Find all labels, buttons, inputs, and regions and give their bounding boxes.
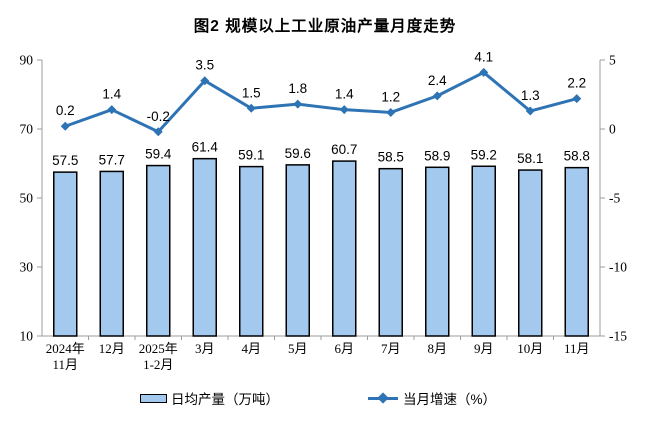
line-point-marker (153, 127, 163, 137)
bar (285, 164, 310, 337)
line-value-label: 2.4 (428, 73, 447, 88)
x-axis-category-label: 4月 (241, 341, 261, 356)
line-value-label: 1.3 (521, 88, 540, 103)
bar (99, 170, 124, 337)
x-axis-category-label: 8月 (427, 341, 447, 356)
line-value-label: -0.2 (147, 109, 170, 124)
line-point-marker (339, 105, 349, 115)
line-value-label: 1.8 (288, 81, 307, 96)
bar (146, 164, 171, 337)
line-value-label: 1.2 (381, 89, 400, 104)
line-value-label: 1.5 (242, 85, 261, 100)
x-axis-category-label: 10月 (517, 341, 543, 356)
bar-value-label: 57.7 (99, 152, 125, 167)
line-point-marker (479, 67, 489, 77)
left-axis-tick-label: 10 (20, 329, 34, 344)
line-point-marker (107, 105, 117, 115)
bar (239, 165, 264, 337)
bar-value-label: 58.8 (564, 149, 590, 164)
bar-value-label: 58.9 (424, 148, 450, 163)
line-value-label: 4.1 (474, 49, 493, 64)
x-axis-category-label: 11月 (564, 341, 590, 356)
left-axis-tick-label: 90 (20, 53, 34, 68)
right-axis-tick-label: -10 (609, 260, 627, 275)
bar-value-label: 60.7 (331, 142, 357, 157)
bar-value-label: 61.4 (192, 140, 219, 155)
line-point-marker (293, 99, 303, 109)
line-point-marker (200, 76, 210, 86)
bar-value-label: 58.1 (517, 151, 543, 166)
bar (564, 166, 589, 337)
line-point-marker (386, 107, 396, 117)
x-axis-category-label: 6月 (334, 341, 354, 356)
bar (425, 166, 450, 337)
line-value-label: 1.4 (335, 87, 354, 102)
line-series-swatch (368, 391, 398, 404)
growth-rate-line (63, 70, 579, 134)
x-axis-category-label: 12月 (99, 341, 125, 356)
bar-value-label: 59.1 (238, 148, 264, 163)
bar-value-label: 57.5 (52, 153, 78, 168)
bar (518, 169, 543, 337)
x-axis-category-label: 3月 (195, 341, 215, 356)
line-point-marker (432, 91, 442, 101)
right-axis-tick-label: 0 (609, 122, 616, 137)
line-point-marker (572, 94, 582, 104)
bar-series-label: 日均产量（万吨） (171, 392, 279, 407)
bar-value-label: 59.6 (285, 146, 311, 161)
bar (378, 167, 403, 337)
x-axis-category-label: 7月 (381, 341, 401, 356)
x-axis-category-label: 2025年 1-2月 (139, 341, 178, 372)
bar (53, 171, 78, 337)
legend: 日均产量（万吨） 当月增速（%） (0, 386, 650, 412)
bar-value-label: 59.4 (145, 147, 172, 162)
left-axis-tick-label: 50 (20, 191, 34, 206)
bar (471, 165, 496, 337)
bar-value-label: 58.5 (378, 150, 404, 165)
legend-item-bar-series: 日均产量（万吨） (140, 388, 279, 408)
x-axis-category-label: 9月 (474, 341, 494, 356)
bar (332, 160, 357, 337)
bar-value-label: 59.2 (471, 147, 497, 162)
diamond-marker-icon (377, 391, 389, 404)
left-axis-tick-label: 70 (20, 122, 34, 137)
line-value-label: 3.5 (195, 58, 214, 73)
right-axis-tick-label: 5 (609, 53, 616, 68)
x-axis-category-label: 5月 (288, 341, 308, 356)
line-point-marker (525, 106, 535, 116)
legend-item-line-series: 当月增速（%） (368, 388, 496, 408)
line-value-label: 1.4 (102, 87, 121, 102)
right-axis-tick-label: -15 (609, 329, 627, 344)
line-point-marker (60, 121, 70, 131)
left-axis-tick-label: 30 (20, 260, 34, 275)
line-series-label: 当月增速（%） (403, 392, 497, 407)
right-axis-tick-label: -5 (609, 191, 620, 206)
line-value-label: 0.2 (56, 103, 75, 118)
chart-title: 图2 规模以上工业原油产量月度走势 (193, 18, 457, 35)
bar-series-swatch (140, 393, 167, 403)
x-axis-category-label: 2024年 11月 (46, 341, 85, 372)
bar (192, 157, 217, 337)
line-point-marker (246, 103, 256, 113)
line-value-label: 2.2 (567, 76, 586, 91)
